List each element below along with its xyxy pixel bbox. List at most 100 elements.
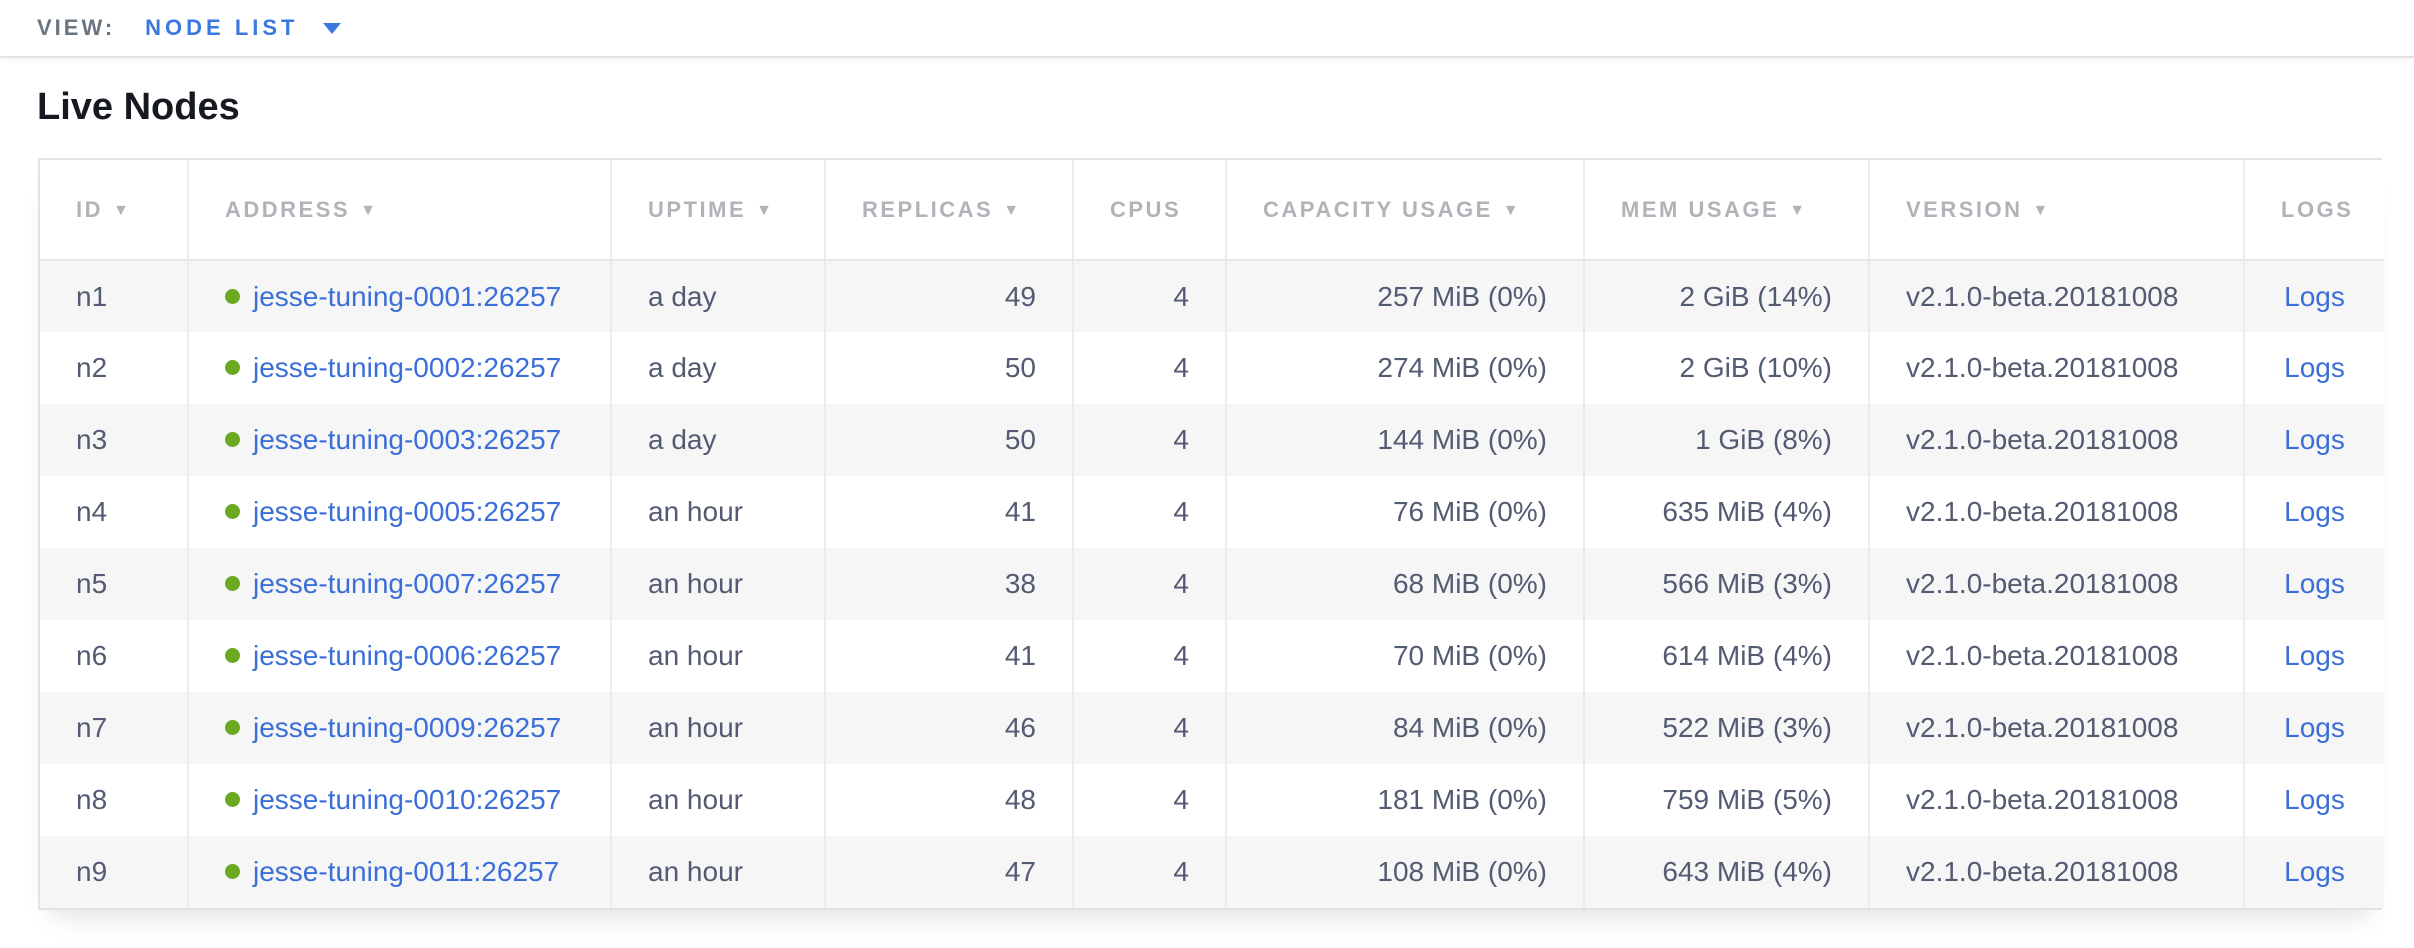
cell-mem: 566 MiB (3%) (1584, 548, 1870, 620)
node-live-status-icon (225, 504, 240, 520)
column-header-address[interactable]: ADDRESS ▼ (188, 160, 612, 261)
cell-logs: Logs (2244, 332, 2384, 404)
column-header-label: MEM USAGE (1621, 196, 1780, 222)
sort-desc-icon: ▼ (2032, 201, 2051, 219)
column-header-mem[interactable]: MEM USAGE ▼ (1584, 160, 1870, 261)
cell-capacity: 70 MiB (0%) (1226, 620, 1585, 692)
view-label: VIEW: (37, 15, 116, 40)
cell-id: n2 (40, 332, 189, 404)
table-row: n1 jesse-tuning-0001:26257 a day 49 4 257 MiB… (40, 260, 2384, 332)
node-live-status-icon (225, 288, 240, 304)
table-row: n7 jesse-tuning-0009:26257 an hour 46 4 84 Mi… (40, 692, 2384, 764)
sort-desc-icon: ▼ (1502, 201, 1522, 219)
table-row: n5 jesse-tuning-0007:26257 an hour 38 4 68 Mi… (40, 548, 2384, 620)
node-address-link[interactable]: jesse-tuning-0006:26257 (253, 640, 562, 671)
cell-logs: Logs (2244, 404, 2384, 476)
cell-address: jesse-tuning-0003:26257 (188, 404, 612, 476)
cell-replicas: 50 (825, 332, 1074, 404)
column-header-label: UPTIME (648, 196, 747, 222)
column-header-label: ID (76, 196, 103, 222)
cell-address: jesse-tuning-0002:26257 (188, 332, 612, 404)
column-header-label: LOGS (2281, 196, 2354, 222)
logs-link[interactable]: Logs (2284, 784, 2345, 815)
cell-address: jesse-tuning-0007:26257 (188, 548, 612, 620)
cell-id: n5 (40, 548, 189, 620)
cell-capacity: 181 MiB (0%) (1226, 764, 1585, 836)
cell-version: v2.1.0-beta.20181008 (1869, 764, 2245, 836)
cell-cpus: 4 (1073, 548, 1227, 620)
cell-capacity: 274 MiB (0%) (1226, 332, 1585, 404)
cell-replicas: 41 (825, 620, 1074, 692)
logs-link[interactable]: Logs (2284, 424, 2345, 455)
cell-capacity: 108 MiB (0%) (1226, 836, 1585, 908)
logs-link[interactable]: Logs (2284, 496, 2345, 527)
node-address-link[interactable]: jesse-tuning-0007:26257 (253, 568, 562, 599)
table-row: n3 jesse-tuning-0003:26257 a day 50 4 144 MiB… (40, 404, 2384, 476)
cell-uptime: an hour (611, 548, 826, 620)
sort-desc-icon: ▼ (360, 201, 379, 219)
cell-capacity: 76 MiB (0%) (1226, 476, 1585, 548)
node-address-link[interactable]: jesse-tuning-0002:26257 (253, 352, 562, 383)
cell-id: n4 (40, 476, 189, 548)
live-nodes-table: ID ▼ ADDRESS ▼ UPTIME ▼ REPLICAS ▼ CPUS CAPACITY … (38, 158, 2384, 910)
node-address-link[interactable]: jesse-tuning-0003:26257 (253, 424, 562, 455)
view-selected-value: NODE LIST (145, 15, 299, 40)
node-address-link[interactable]: jesse-tuning-0001:26257 (253, 280, 562, 312)
cell-version: v2.1.0-beta.20181008 (1869, 404, 2245, 476)
logs-link[interactable]: Logs (2284, 640, 2345, 671)
column-header-cpus: CPUS (1073, 160, 1227, 261)
cell-uptime: an hour (611, 620, 826, 692)
sort-desc-icon: ▼ (1003, 201, 1022, 219)
cell-uptime: a day (611, 260, 826, 332)
logs-link[interactable]: Logs (2284, 568, 2345, 599)
cell-address: jesse-tuning-0001:26257 (188, 260, 612, 332)
cell-mem: 1 GiB (8%) (1584, 404, 1870, 476)
column-header-label: ADDRESS (225, 196, 351, 222)
node-live-status-icon (225, 864, 240, 880)
view-selector-dropdown[interactable]: NODE LIST (145, 15, 341, 41)
cell-uptime: an hour (611, 764, 826, 836)
node-address-link[interactable]: jesse-tuning-0005:26257 (253, 496, 562, 527)
node-address-link[interactable]: jesse-tuning-0010:26257 (253, 784, 562, 815)
cell-mem: 643 MiB (4%) (1584, 836, 1870, 908)
column-header-label: CPUS (1110, 196, 1182, 222)
cell-id: n6 (40, 620, 189, 692)
logs-link[interactable]: Logs (2284, 280, 2345, 312)
logs-link[interactable]: Logs (2284, 712, 2345, 743)
column-header-replicas[interactable]: REPLICAS ▼ (825, 160, 1074, 261)
node-live-status-icon (225, 576, 240, 592)
column-header-uptime[interactable]: UPTIME ▼ (611, 160, 826, 261)
table-row: n8 jesse-tuning-0010:26257 an hour 48 4 181 M… (40, 764, 2384, 836)
node-address-link[interactable]: jesse-tuning-0011:26257 (253, 856, 560, 887)
column-header-capacity[interactable]: CAPACITY USAGE ▼ (1226, 160, 1585, 261)
cell-id: n9 (40, 836, 189, 908)
cell-cpus: 4 (1073, 404, 1227, 476)
logs-link[interactable]: Logs (2284, 352, 2345, 383)
cell-logs: Logs (2244, 476, 2384, 548)
cell-cpus: 4 (1073, 620, 1227, 692)
cell-uptime: an hour (611, 476, 826, 548)
sort-desc-icon: ▼ (1789, 201, 1808, 219)
cell-uptime: a day (611, 404, 826, 476)
column-header-version[interactable]: VERSION ▼ (1869, 160, 2245, 261)
cell-id: n1 (40, 260, 189, 332)
cell-cpus: 4 (1073, 476, 1227, 548)
cell-version: v2.1.0-beta.20181008 (1869, 836, 2245, 908)
node-address-link[interactable]: jesse-tuning-0009:26257 (253, 712, 562, 743)
cell-mem: 614 MiB (4%) (1584, 620, 1870, 692)
cell-capacity: 257 MiB (0%) (1226, 260, 1585, 332)
sort-desc-icon: ▼ (756, 201, 775, 219)
logs-link[interactable]: Logs (2284, 856, 2345, 887)
table-row: n6 jesse-tuning-0006:26257 an hour 41 4 70 Mi… (40, 620, 2384, 692)
cell-address: jesse-tuning-0009:26257 (188, 692, 612, 764)
cell-mem: 635 MiB (4%) (1584, 476, 1870, 548)
cell-capacity: 68 MiB (0%) (1226, 548, 1585, 620)
cell-cpus: 4 (1073, 260, 1227, 332)
column-header-logs: LOGS (2244, 160, 2384, 261)
cell-address: jesse-tuning-0011:26257 (188, 836, 612, 908)
cell-capacity: 84 MiB (0%) (1226, 692, 1585, 764)
node-live-status-icon (225, 360, 240, 376)
column-header-id[interactable]: ID ▼ (40, 160, 189, 261)
view-bar: VIEW: NODE LIST (0, 0, 2414, 58)
table-header-row: ID ▼ ADDRESS ▼ UPTIME ▼ REPLICAS ▼ CPUS CAPACITY … (40, 160, 2384, 261)
